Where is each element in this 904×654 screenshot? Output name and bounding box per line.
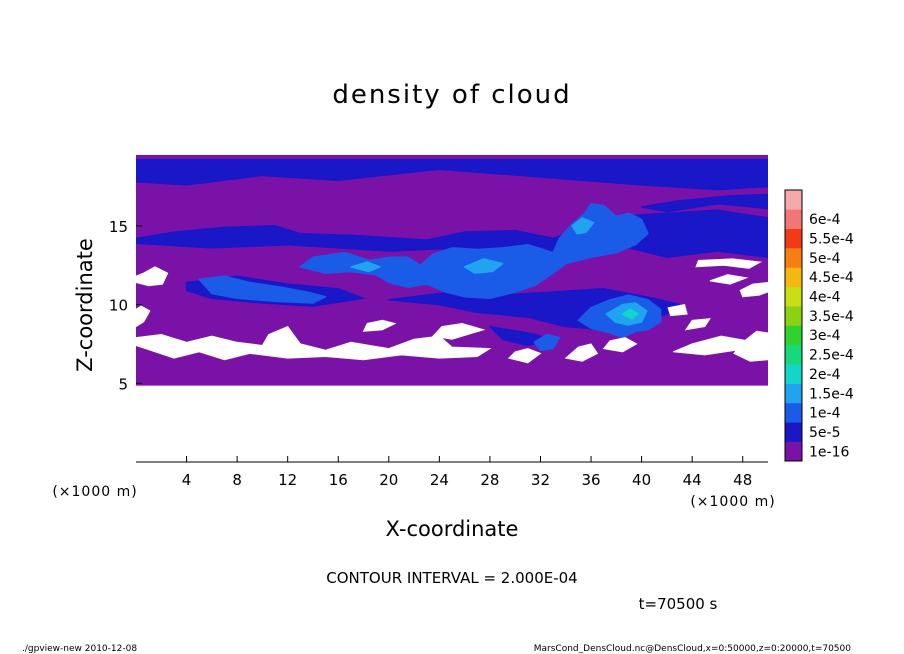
x-tick-label: 12 (278, 471, 297, 489)
density-region-level-4 (350, 261, 381, 273)
time-label: t=70500 s (639, 595, 718, 613)
colorbar-label: 5e-4 (809, 251, 841, 267)
y-axis-label: Z-coordinate (73, 238, 97, 372)
y-axis-ticks: 5 10 15 (109, 218, 142, 393)
x-axis-unit: (×1000 m) (690, 494, 775, 510)
x-tick-label: 28 (480, 471, 499, 489)
y-tick-label: 10 (109, 297, 128, 315)
chart-title: density of cloud (332, 80, 571, 110)
clear-region (564, 343, 599, 362)
x-tick-label: 8 (232, 471, 242, 489)
colorbar-label: 5e-5 (809, 425, 840, 441)
x-tick-label: 44 (683, 471, 702, 489)
footer-right: MarsCond_DensCloud.nc@DensCloud,x=0:5000… (534, 644, 851, 654)
colorbar-swatch (785, 344, 802, 365)
contour-interval-label: CONTOUR INTERVAL = 2.000E-04 (326, 569, 577, 587)
clear-region (709, 274, 749, 285)
clear-region (362, 319, 397, 332)
x-tick-label: 24 (430, 471, 449, 489)
colorbar-label: 3.5e-4 (809, 309, 854, 325)
colorbar-label: 5.5e-4 (809, 231, 854, 247)
colorbar-label: 1.5e-4 (809, 386, 854, 402)
x-tick-label: 32 (531, 471, 550, 489)
colorbar-swatch (785, 422, 802, 442)
colorbar-label: 1e-4 (809, 406, 841, 422)
clear-region (507, 348, 542, 364)
density-region-level-4 (571, 217, 595, 235)
colorbar-label: 1e-16 (809, 444, 849, 460)
colorbar-swatch (785, 402, 802, 423)
colorbar-label: 2.5e-4 (809, 348, 854, 364)
footer-left: ./gpview-new 2010-12-08 (22, 644, 137, 654)
x-tick-label: 4 (182, 471, 192, 489)
colorbar-swatch (785, 364, 802, 384)
density-region-level-3 (299, 203, 649, 300)
density-region-level-3 (533, 333, 561, 351)
colorbar-swatch (785, 209, 802, 230)
x-axis-label: X-coordinate (386, 517, 519, 541)
y-tick-label: 15 (109, 218, 128, 236)
clear-region (684, 318, 711, 331)
clear-region (733, 330, 768, 362)
density-region-level-4 (463, 258, 504, 274)
colorbar-label: 4e-4 (809, 290, 841, 306)
clear-region (431, 322, 486, 340)
y-axis-unit: (×1000 m) (52, 484, 137, 500)
colorbar-label: 3e-4 (809, 328, 841, 344)
colorbar-label: 4.5e-4 (809, 270, 854, 286)
clear-region (602, 337, 638, 353)
colorbar-swatch (785, 441, 802, 462)
density-region-level-5 (621, 308, 639, 320)
colorbar-swatch (785, 190, 802, 210)
colorbar-swatch (785, 228, 802, 249)
x-axis-ticks: 4 8 12 16 20 24 28 32 36 40 44 48 (182, 456, 752, 489)
x-tick-label: 20 (379, 471, 398, 489)
density-region-level-3 (198, 275, 327, 304)
x-tick-label: 36 (581, 471, 600, 489)
density-region-level-2 (136, 158, 768, 191)
clear-region (695, 258, 763, 269)
clear-region (739, 281, 768, 298)
clear-region (667, 304, 688, 317)
colorbar-swatch (785, 286, 802, 307)
colorbar-swatch (785, 248, 802, 268)
colorbar-swatch (785, 306, 802, 326)
clear-region (136, 266, 169, 287)
colorbar-frame (784, 189, 803, 462)
x-tick-label: 40 (632, 471, 651, 489)
colorbar-label: 2e-4 (809, 367, 841, 383)
density-field (136, 155, 768, 386)
colorbar-swatch (785, 325, 802, 346)
clear-region (136, 305, 151, 328)
x-tick-label: 16 (329, 471, 348, 489)
x-tick-label: 48 (733, 471, 752, 489)
colorbar: 1e-16 5e-5 1e-4 1.5e-4 2e-4 2.5e-4 3e-4 3.5e-4 4… (784, 189, 854, 462)
plot-area (136, 155, 768, 463)
colorbar-label: 6e-4 (809, 212, 841, 228)
y-tick-label: 5 (118, 375, 128, 393)
colorbar-swatch (785, 383, 802, 404)
colorbar-swatch (785, 267, 802, 288)
density-region-level-2 (640, 193, 768, 213)
